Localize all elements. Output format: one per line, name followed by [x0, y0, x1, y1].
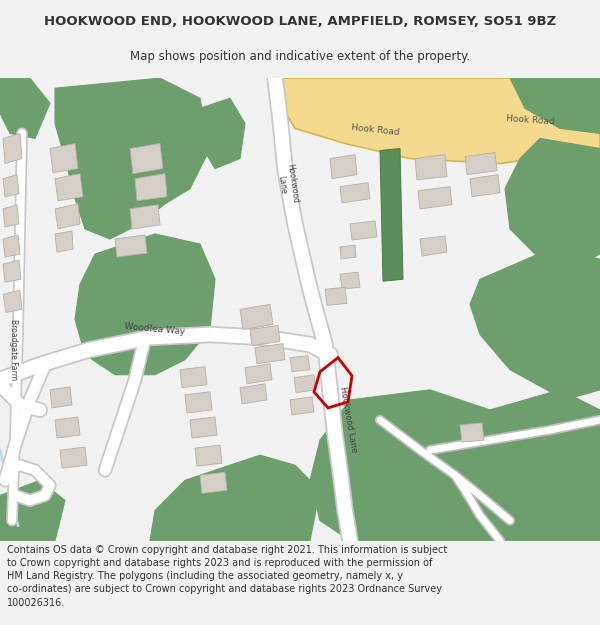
Polygon shape: [310, 390, 600, 541]
Polygon shape: [418, 187, 452, 209]
Polygon shape: [460, 423, 484, 442]
Polygon shape: [0, 480, 65, 541]
Text: Hookwood Lane: Hookwood Lane: [338, 386, 358, 454]
Polygon shape: [380, 149, 403, 281]
Polygon shape: [330, 154, 357, 179]
Polygon shape: [55, 417, 80, 438]
Polygon shape: [180, 367, 207, 388]
Polygon shape: [250, 326, 280, 346]
Polygon shape: [50, 387, 72, 408]
Polygon shape: [470, 249, 600, 400]
Text: Woodlea Way: Woodlea Way: [124, 322, 186, 337]
Polygon shape: [420, 236, 447, 256]
Polygon shape: [55, 231, 73, 252]
Text: Map shows position and indicative extent of the property.: Map shows position and indicative extent…: [130, 50, 470, 62]
Polygon shape: [510, 78, 600, 133]
Polygon shape: [3, 174, 19, 197]
Polygon shape: [130, 144, 163, 174]
Polygon shape: [195, 445, 222, 466]
Polygon shape: [290, 356, 310, 372]
Polygon shape: [465, 152, 497, 174]
Polygon shape: [340, 182, 370, 203]
Polygon shape: [55, 78, 210, 239]
Polygon shape: [415, 154, 447, 179]
Polygon shape: [115, 235, 147, 257]
Text: Hook Road: Hook Road: [505, 114, 554, 126]
Polygon shape: [3, 235, 20, 257]
Text: Broadgate Farm: Broadgate Farm: [8, 319, 17, 380]
Polygon shape: [200, 98, 245, 169]
Polygon shape: [340, 245, 356, 259]
Polygon shape: [340, 272, 360, 289]
Polygon shape: [350, 221, 377, 240]
Polygon shape: [255, 344, 285, 364]
Polygon shape: [294, 375, 316, 393]
Polygon shape: [505, 139, 600, 269]
Text: Hook Road: Hook Road: [350, 123, 400, 138]
Polygon shape: [270, 78, 600, 164]
Polygon shape: [470, 174, 500, 197]
Text: Hookwood
Lane: Hookwood Lane: [275, 162, 299, 205]
Polygon shape: [60, 447, 87, 468]
Polygon shape: [185, 392, 212, 413]
Text: HOOKWOOD END, HOOKWOOD LANE, AMPFIELD, ROMSEY, SO51 9BZ: HOOKWOOD END, HOOKWOOD LANE, AMPFIELD, R…: [44, 16, 556, 28]
Polygon shape: [0, 78, 50, 139]
Polygon shape: [135, 174, 167, 201]
Polygon shape: [245, 364, 272, 384]
Polygon shape: [3, 290, 22, 312]
Polygon shape: [325, 288, 347, 306]
Polygon shape: [75, 234, 215, 375]
Polygon shape: [190, 417, 217, 438]
Text: Contains OS data © Crown copyright and database right 2021. This information is : Contains OS data © Crown copyright and d…: [7, 545, 448, 608]
Polygon shape: [50, 144, 78, 172]
Polygon shape: [3, 133, 22, 164]
Polygon shape: [290, 397, 314, 415]
Polygon shape: [55, 174, 83, 201]
Polygon shape: [150, 455, 320, 541]
Polygon shape: [3, 205, 19, 227]
Polygon shape: [240, 304, 273, 329]
Polygon shape: [3, 260, 21, 282]
Polygon shape: [130, 205, 160, 229]
Polygon shape: [240, 384, 267, 404]
Polygon shape: [200, 472, 227, 493]
Polygon shape: [55, 204, 80, 229]
